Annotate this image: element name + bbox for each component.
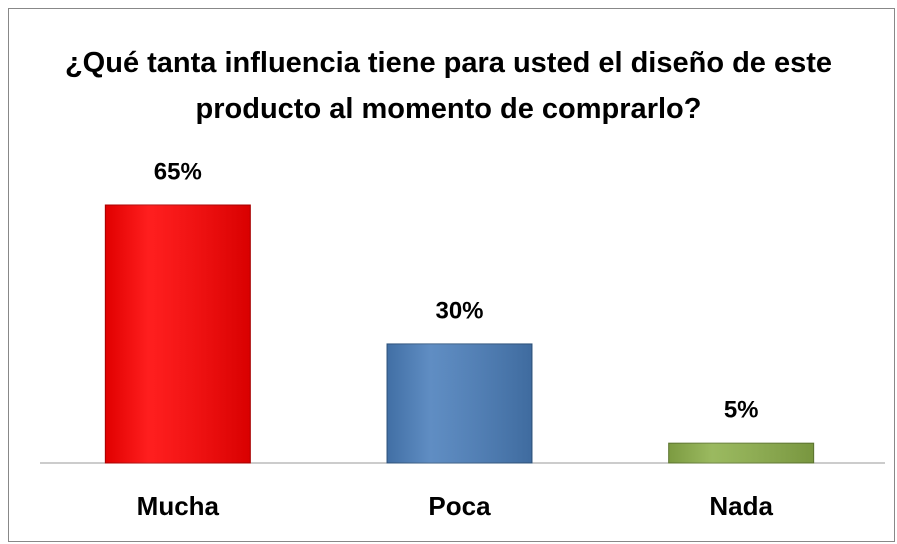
data-label: 5% bbox=[724, 396, 759, 423]
chart-frame bbox=[8, 8, 895, 542]
x-tick-label: Poca bbox=[428, 491, 491, 521]
data-label: 30% bbox=[435, 297, 483, 324]
bar-shade bbox=[105, 205, 251, 463]
data-label: 65% bbox=[154, 158, 202, 185]
bar-shade bbox=[387, 343, 532, 463]
chart-title: ¿Qué tanta influencia tiene para usted e… bbox=[64, 47, 833, 125]
bar-shade bbox=[668, 443, 814, 463]
x-tick-label: Mucha bbox=[137, 491, 220, 521]
x-tick-label: Nada bbox=[709, 491, 773, 521]
